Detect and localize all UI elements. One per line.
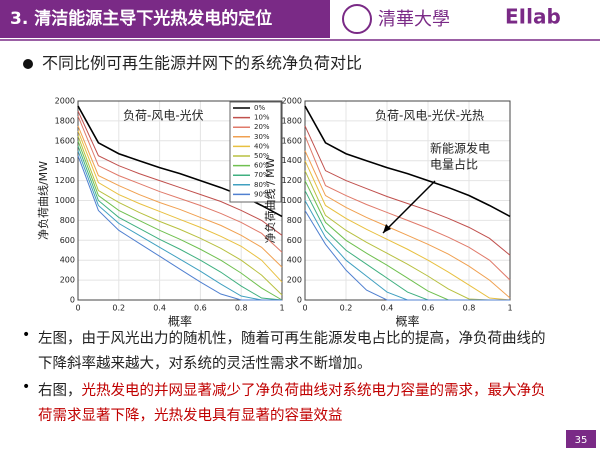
lab-logo: EIlab: [505, 5, 561, 29]
legend-label: 0%: [254, 104, 265, 112]
series-line: [304, 160, 511, 301]
x-tick-label: 0.6: [422, 304, 435, 313]
series-line: [304, 210, 510, 301]
x-tick-label: 0.2: [112, 304, 125, 313]
header-title: 3. 清洁能源主导下光热发电的定位: [10, 8, 272, 29]
y-tick-label: 1000: [55, 196, 75, 205]
y-tick-label: 1000: [282, 196, 302, 205]
y-tick-label: 600: [60, 236, 75, 245]
y-tick-label: 0: [297, 296, 302, 305]
y-tick-label: 1600: [282, 136, 302, 145]
series-line: [304, 170, 510, 301]
legend-label: 20%: [254, 123, 270, 131]
y-tick-label: 800: [287, 216, 302, 225]
annotation-arrow: [382, 180, 436, 234]
annotation: 电量占比: [430, 157, 478, 172]
chart-title: 负荷-风电-光伏-光热: [375, 109, 484, 123]
note-dot: •: [22, 327, 31, 343]
x-tick-label: 0.8: [235, 304, 248, 313]
y-tick-label: 1800: [282, 116, 302, 125]
y-tick-label: 800: [60, 216, 75, 225]
chart-title: 负荷-风电-光伏: [123, 109, 204, 123]
y-axis-label: 净负荷曲线 / MW: [263, 157, 277, 243]
note-1: 左图，由于风光出力的随机性，随着可再生能源发电占比的提高，净负荷曲线的下降斜率越…: [38, 331, 546, 372]
x-tick-label: 1: [507, 304, 512, 313]
legend-label: 80%: [254, 181, 270, 189]
legend-label: 70%: [254, 171, 270, 179]
legend-label: 50%: [254, 152, 270, 160]
series-line: [77, 130, 283, 283]
note-lead: 右图，: [38, 383, 82, 399]
y-tick-label: 1200: [282, 176, 302, 185]
y-tick-label: 1600: [55, 136, 75, 145]
y-tick-label: 2000: [55, 97, 75, 106]
series-line: [304, 125, 511, 256]
series-line: [77, 110, 283, 236]
bullet-dot: [23, 59, 33, 69]
y-tick-label: 1400: [282, 156, 302, 165]
annotation: 新能源发电: [430, 141, 490, 156]
y-tick-label: 1800: [55, 116, 75, 125]
x-tick-label: 0: [302, 304, 307, 313]
legend-label: 10%: [254, 114, 270, 122]
legend-label: 30%: [254, 133, 270, 141]
x-tick-label: 1: [279, 304, 284, 313]
y-tick-label: 400: [60, 256, 75, 265]
x-tick-label: 0.4: [153, 304, 166, 313]
series-line: [77, 145, 283, 301]
y-tick-label: 200: [287, 276, 302, 285]
y-tick-label: 200: [60, 276, 75, 285]
arrow-head: [383, 224, 391, 233]
series-line: [77, 115, 283, 253]
series-line: [77, 150, 282, 301]
note-highlight: 光热发电的并网显著减少了净负荷曲线对系统电力容量的需求，最大净负荷需求显著下降，…: [38, 383, 546, 424]
page-number: 35: [575, 435, 588, 446]
series-line: [77, 135, 283, 296]
y-tick-label: 1400: [55, 156, 75, 165]
logo-seal: [342, 4, 372, 34]
x-tick-label: 0.8: [463, 304, 476, 313]
legend-label: 40%: [254, 142, 270, 150]
header-bar: [0, 0, 330, 38]
y-tick-label: 600: [287, 236, 302, 245]
x-tick-label: 0.4: [381, 304, 394, 313]
series-line: [304, 150, 511, 299]
page-box: [566, 430, 596, 448]
bullet-text: 不同比例可再生能源并网下的系统净负荷对比: [42, 54, 362, 73]
x-tick-label: 0.6: [194, 304, 207, 313]
legend-label: 60%: [254, 162, 270, 170]
series-line: [77, 125, 283, 268]
y-tick-label: 0: [70, 296, 75, 305]
series-line: [304, 105, 511, 218]
note-dot: •: [22, 379, 31, 395]
y-tick-label: 400: [287, 256, 302, 265]
x-tick-label: 0: [75, 304, 80, 313]
x-axis-label: 概率: [168, 314, 192, 329]
y-axis-label: 净负荷曲线/MW: [36, 161, 50, 240]
y-tick-label: 2000: [282, 97, 302, 106]
y-tick-label: 1200: [55, 176, 75, 185]
x-axis-label: 概率: [395, 314, 419, 329]
series-line: [77, 140, 283, 301]
series-line: [304, 135, 511, 281]
x-tick-label: 0.2: [340, 304, 353, 313]
legend-label: 90%: [254, 190, 270, 198]
note-2: 右图，光热发电的并网显著减少了净负荷曲线对系统电力容量的需求，最大净负荷需求显著…: [38, 379, 558, 429]
plot-frame: [77, 100, 283, 301]
series-line: [77, 155, 282, 301]
logo-text: 清華大學: [378, 9, 450, 30]
